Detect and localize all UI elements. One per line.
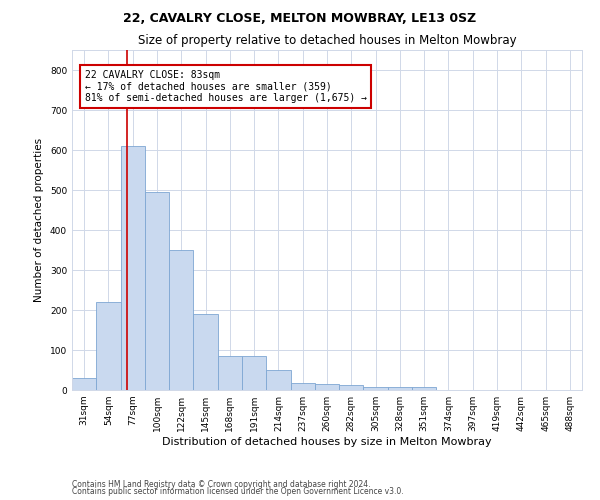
Bar <box>193 314 218 390</box>
Bar <box>96 302 121 390</box>
Bar <box>290 383 315 390</box>
Bar <box>339 385 364 390</box>
Bar <box>266 370 290 390</box>
Bar <box>242 356 266 390</box>
Bar <box>364 387 388 390</box>
Text: Contains public sector information licensed under the Open Government Licence v3: Contains public sector information licen… <box>72 487 404 496</box>
Text: 22, CAVALRY CLOSE, MELTON MOWBRAY, LE13 0SZ: 22, CAVALRY CLOSE, MELTON MOWBRAY, LE13 … <box>124 12 476 26</box>
Text: 22 CAVALRY CLOSE: 83sqm
← 17% of detached houses are smaller (359)
81% of semi-d: 22 CAVALRY CLOSE: 83sqm ← 17% of detache… <box>85 70 367 103</box>
Bar <box>388 387 412 390</box>
Bar <box>218 356 242 390</box>
Bar <box>315 384 339 390</box>
Bar <box>145 192 169 390</box>
Text: Contains HM Land Registry data © Crown copyright and database right 2024.: Contains HM Land Registry data © Crown c… <box>72 480 371 489</box>
Title: Size of property relative to detached houses in Melton Mowbray: Size of property relative to detached ho… <box>137 34 517 48</box>
Bar <box>72 378 96 390</box>
Bar <box>121 146 145 390</box>
Bar <box>169 250 193 390</box>
Y-axis label: Number of detached properties: Number of detached properties <box>34 138 44 302</box>
X-axis label: Distribution of detached houses by size in Melton Mowbray: Distribution of detached houses by size … <box>162 437 492 447</box>
Bar <box>412 387 436 390</box>
